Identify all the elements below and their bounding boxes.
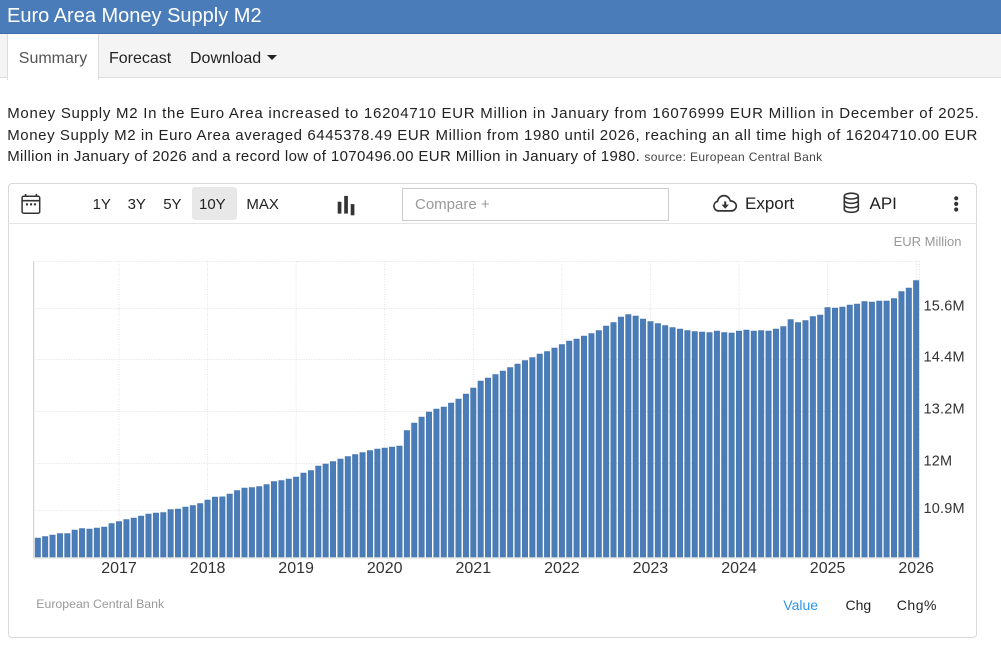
svg-text:2018: 2018 — [190, 560, 226, 577]
svg-text:2021: 2021 — [456, 560, 492, 577]
svg-text:10.9M: 10.9M — [924, 501, 965, 517]
svg-text:2022: 2022 — [544, 560, 580, 577]
svg-text:2019: 2019 — [278, 560, 314, 577]
svg-text:2020: 2020 — [367, 560, 403, 577]
svg-text:2023: 2023 — [633, 560, 669, 577]
svg-text:2026: 2026 — [898, 560, 934, 577]
svg-text:2024: 2024 — [721, 560, 757, 577]
svg-text:14.4M: 14.4M — [924, 350, 965, 366]
svg-text:12M: 12M — [924, 454, 953, 470]
svg-text:15.6M: 15.6M — [924, 299, 965, 315]
svg-text:EUR Million: EUR Million — [894, 234, 962, 249]
svg-text:13.2M: 13.2M — [924, 402, 965, 418]
svg-text:2017: 2017 — [101, 560, 137, 577]
svg-text:2025: 2025 — [810, 560, 846, 577]
